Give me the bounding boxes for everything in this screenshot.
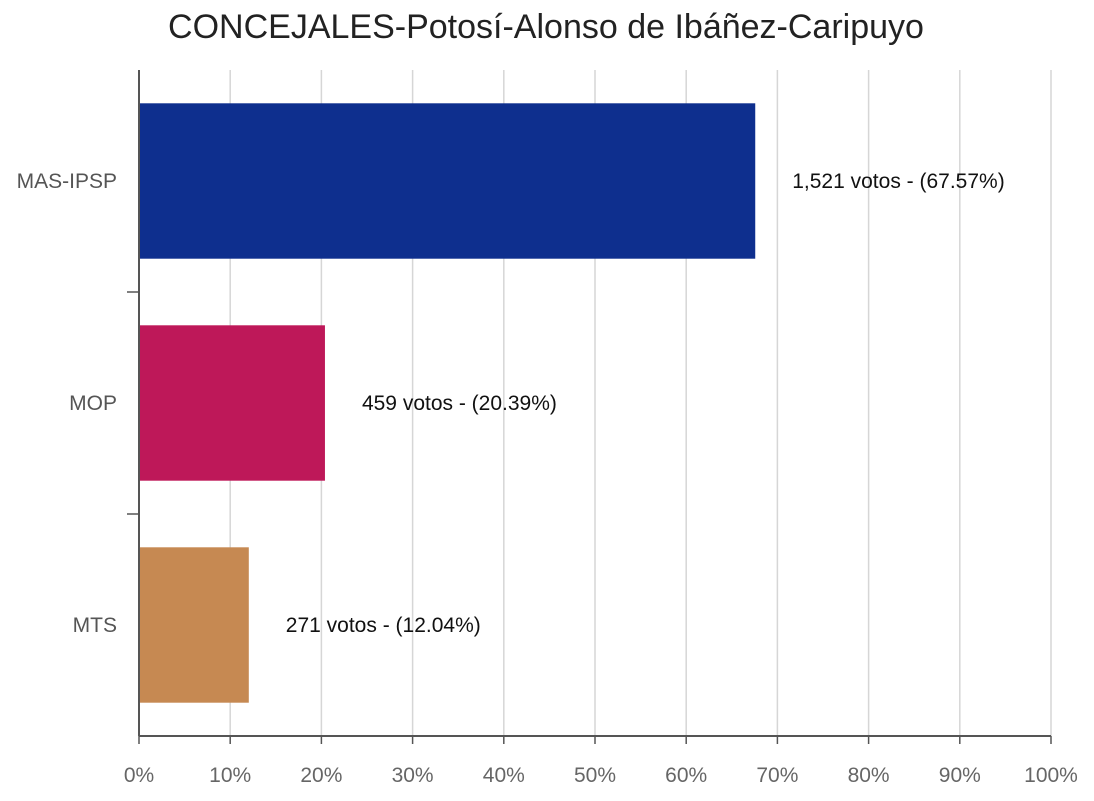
axes (127, 70, 1052, 744)
category-label: MTS (73, 614, 117, 637)
category-label: MAS-IPSP (17, 170, 117, 193)
x-tick-label: 30% (392, 764, 434, 787)
x-tick-label: 90% (939, 764, 981, 787)
x-tick-label: 0% (124, 764, 154, 787)
bar-mts[interactable] (140, 547, 249, 703)
category-label: MOP (69, 392, 117, 415)
data-label: 271 votos - (12.04%) (286, 614, 481, 637)
x-tick-label: 20% (300, 764, 342, 787)
bars (140, 103, 756, 703)
data-label: 459 votos - (20.39%) (362, 392, 557, 415)
chart-title: CONCEJALES-Potosí-Alonso de Ibáñez-Carip… (168, 8, 924, 46)
x-tick-label: 100% (1024, 764, 1078, 787)
x-tick-label: 70% (756, 764, 798, 787)
bar-mop[interactable] (140, 325, 325, 481)
x-tick-label: 60% (665, 764, 707, 787)
labels: 0% 10% 20% 30% 40% 50% 60% 70% 80% 90% 100% MAS-IPS… (17, 170, 1078, 787)
bar-mas-ipsp[interactable] (140, 103, 756, 259)
data-label: 1,521 votos - (67.57%) (792, 170, 1004, 193)
x-tick-label: 50% (574, 764, 616, 787)
x-tick-label: 10% (209, 764, 251, 787)
x-tick-label: 80% (848, 764, 890, 787)
x-tick-label: 40% (483, 764, 525, 787)
